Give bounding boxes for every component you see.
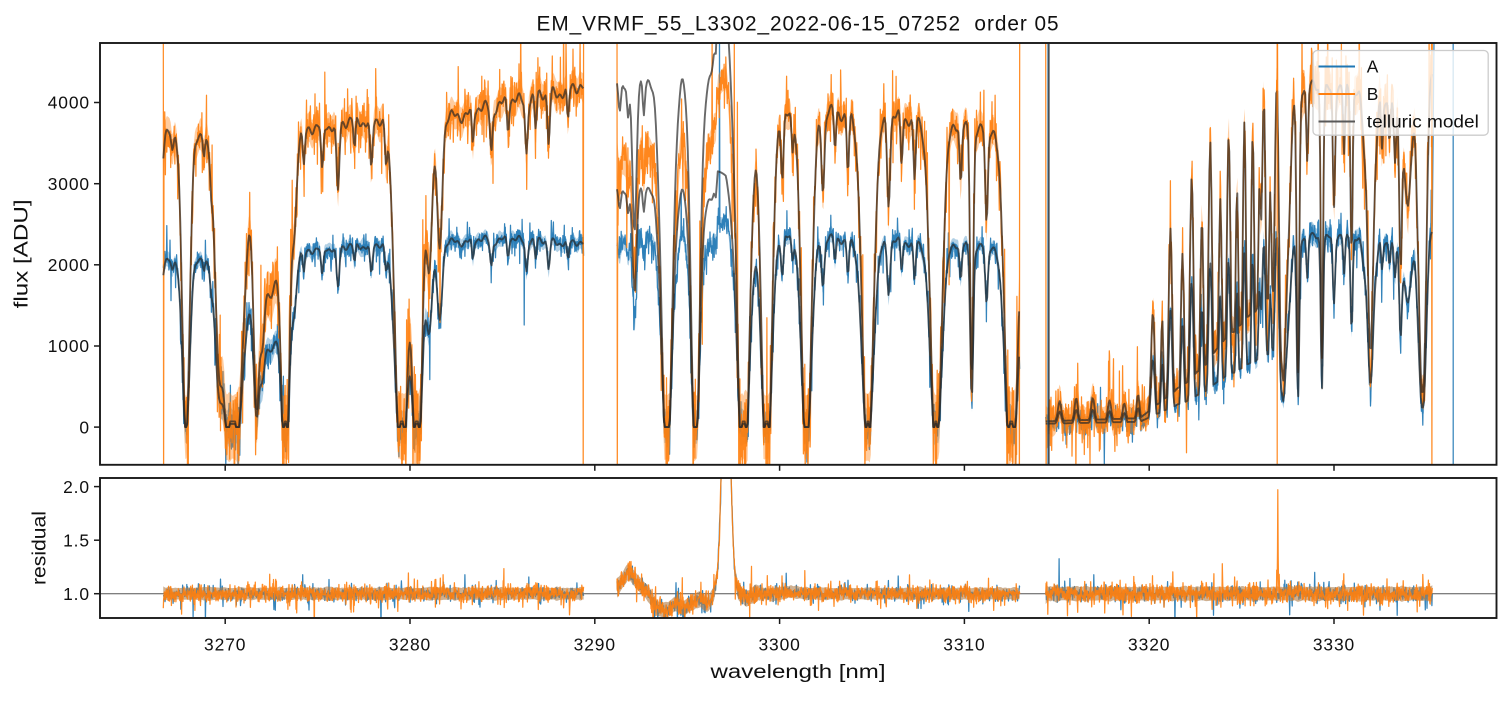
svg-text:3280: 3280 [389,635,431,655]
svg-text:3270: 3270 [204,635,246,655]
svg-text:wavelength [nm]: wavelength [nm] [709,662,885,683]
svg-text:2.0: 2.0 [63,477,90,497]
svg-text:A: A [1367,57,1379,77]
svg-text:residual: residual [30,511,51,585]
svg-text:1.5: 1.5 [63,530,90,550]
svg-text:0: 0 [79,417,90,437]
svg-text:2000: 2000 [48,255,90,275]
svg-text:3310: 3310 [943,635,985,655]
svg-text:3290: 3290 [574,635,616,655]
svg-text:flux [ADU]: flux [ADU] [12,199,33,308]
svg-text:3000: 3000 [48,174,90,194]
svg-text:3300: 3300 [758,635,800,655]
svg-text:4000: 4000 [48,93,90,113]
svg-text:3330: 3330 [1313,635,1355,655]
svg-text:B: B [1367,84,1379,104]
svg-text:3320: 3320 [1128,635,1170,655]
svg-text:1000: 1000 [48,336,90,356]
svg-text:EM_VRMF_55_L3302_2022-06-15_07: EM_VRMF_55_L3302_2022-06-15_07252 order … [537,13,1060,36]
svg-text:1.0: 1.0 [63,584,90,604]
svg-text:telluric model: telluric model [1367,112,1479,132]
